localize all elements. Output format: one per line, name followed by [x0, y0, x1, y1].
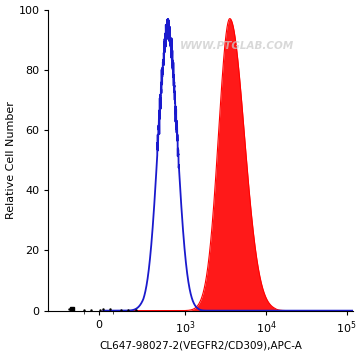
- Y-axis label: Relative Cell Number: Relative Cell Number: [5, 101, 16, 219]
- Text: WWW.PTGLAB.COM: WWW.PTGLAB.COM: [180, 41, 294, 51]
- X-axis label: CL647-98027-2(VEGFR2/CD309),APC-A: CL647-98027-2(VEGFR2/CD309),APC-A: [99, 340, 302, 350]
